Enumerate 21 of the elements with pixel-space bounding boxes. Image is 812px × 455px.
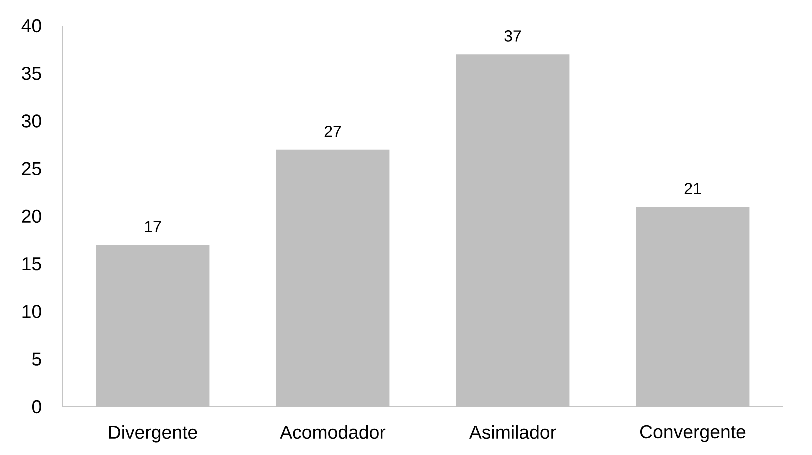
bar <box>636 206 750 407</box>
bar <box>96 245 210 407</box>
y-tick-label: 10 <box>22 305 42 318</box>
y-tick-label: 30 <box>22 114 42 128</box>
x-tick-label: Acomodador <box>280 425 386 440</box>
x-tick-label: Divergente <box>109 425 198 443</box>
y-tick-label: 15 <box>22 258 42 271</box>
y-tick-label: 40 <box>22 19 42 33</box>
x-tick-label: Asimilador <box>469 425 556 440</box>
x-tick-label: Convergente <box>640 425 746 442</box>
data-label: 21 <box>684 183 702 194</box>
y-tick-label: 35 <box>22 67 42 80</box>
data-label: 17 <box>145 221 162 232</box>
bar <box>276 150 390 407</box>
y-tick-label: 20 <box>22 210 42 224</box>
y-tick-label: 5 <box>32 352 42 366</box>
data-label: 37 <box>504 30 522 42</box>
bar <box>456 54 570 407</box>
y-tick-label: 25 <box>22 162 42 176</box>
data-label: 27 <box>324 126 342 138</box>
y-tick-label: 0 <box>32 400 42 414</box>
